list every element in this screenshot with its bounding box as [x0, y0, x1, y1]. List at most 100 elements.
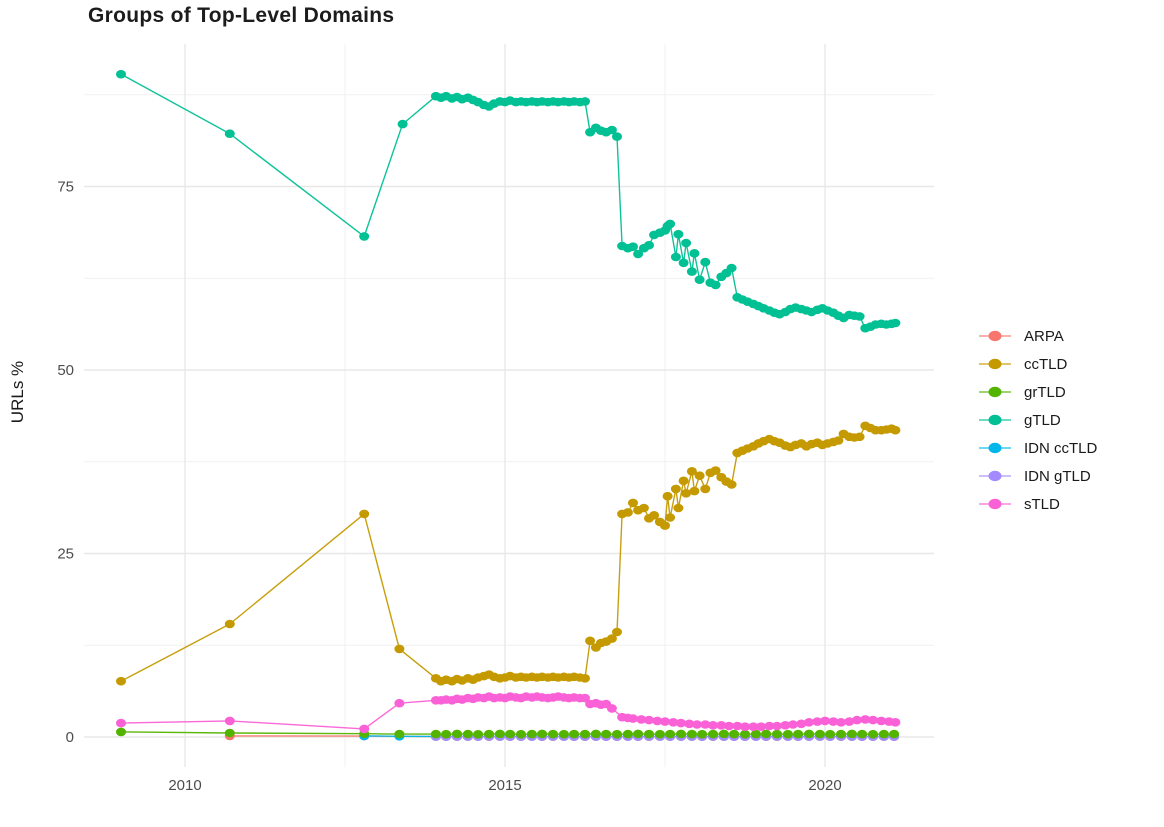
data-point — [828, 717, 839, 726]
data-point — [394, 729, 405, 739]
data-point — [484, 729, 494, 739]
data-point — [750, 729, 761, 739]
data-point — [732, 721, 743, 731]
data-point — [569, 729, 580, 739]
data-point — [868, 729, 878, 739]
data-point — [673, 503, 684, 513]
data-point — [729, 729, 740, 739]
data-point — [224, 716, 235, 726]
data-point — [601, 729, 612, 739]
data-point — [689, 486, 700, 496]
data-point — [846, 729, 857, 739]
data-point — [780, 721, 791, 730]
data-point — [359, 724, 370, 734]
data-point — [452, 729, 462, 739]
data-point — [224, 619, 235, 629]
data-point — [644, 715, 654, 725]
data-point — [804, 729, 814, 739]
data-point — [670, 484, 681, 494]
data-point — [676, 729, 686, 739]
data-point — [654, 729, 665, 739]
data-point — [692, 720, 702, 729]
data-point — [473, 730, 484, 739]
data-point — [686, 267, 697, 276]
data-point — [633, 729, 644, 739]
data-point — [622, 508, 633, 517]
data-point — [462, 729, 473, 739]
data-point — [796, 719, 807, 729]
data-point — [772, 721, 782, 731]
data-point — [224, 129, 235, 138]
data-point — [726, 263, 737, 273]
data-point — [580, 693, 590, 703]
data-point — [890, 718, 901, 727]
data-point — [606, 634, 617, 643]
data-point — [710, 280, 721, 290]
legend-key-icon — [979, 442, 1011, 454]
data-point — [716, 721, 727, 730]
data-point — [708, 721, 718, 730]
data-point — [748, 722, 759, 731]
legend-item-ARPA: ARPA — [978, 322, 1097, 350]
data-point — [224, 728, 235, 738]
data-point — [836, 729, 846, 739]
data-point — [684, 719, 695, 729]
data-point — [836, 718, 846, 727]
data-point — [628, 498, 638, 508]
data-point — [516, 729, 526, 739]
data-point — [673, 229, 684, 239]
series-line — [120, 73, 896, 329]
data-point — [890, 318, 901, 328]
data-point — [397, 119, 408, 129]
data-point — [580, 674, 590, 683]
data-point — [660, 521, 670, 530]
data-point — [708, 729, 718, 739]
data-point — [689, 249, 700, 258]
series-gTLD — [116, 69, 901, 333]
data-point — [612, 729, 622, 739]
data-point — [665, 219, 676, 229]
data-point — [726, 480, 737, 489]
data-point — [854, 312, 865, 321]
legend: ARPA ccTLD grTLD gTLD IDN ccTLD IDN gTLD sTLD — [978, 322, 1097, 518]
data-point — [756, 722, 766, 731]
legend-item-grTLD: grTLD — [978, 378, 1097, 406]
data-point — [890, 425, 901, 435]
data-point — [116, 718, 126, 728]
data-point — [804, 718, 814, 727]
legend-item-gTLD: gTLD — [978, 406, 1097, 434]
data-point — [740, 722, 750, 731]
legend-key-icon — [979, 358, 1011, 370]
data-point — [700, 720, 711, 729]
data-point — [860, 715, 871, 724]
data-point — [681, 238, 692, 248]
data-point — [359, 509, 370, 519]
data-point — [394, 698, 405, 708]
data-point — [622, 729, 633, 739]
data-point — [505, 729, 516, 739]
data-point — [668, 718, 679, 727]
data-point — [782, 729, 793, 739]
data-point — [820, 716, 830, 726]
data-point — [116, 727, 126, 737]
series-sTLD — [116, 692, 901, 734]
data-point — [825, 729, 836, 739]
data-point — [537, 729, 548, 739]
data-point — [585, 636, 596, 646]
y-tick-label: 75 — [57, 179, 74, 196]
data-point — [761, 729, 772, 739]
data-point — [878, 729, 889, 739]
y-tick-label: 25 — [57, 546, 74, 563]
data-point — [793, 729, 804, 739]
data-point — [889, 729, 900, 739]
data-point — [700, 257, 711, 267]
data-point — [686, 467, 697, 476]
x-tick-label: 2010 — [168, 777, 201, 794]
data-point — [740, 729, 750, 739]
data-point — [854, 432, 865, 442]
data-point — [662, 491, 673, 501]
series-ccTLD — [116, 421, 901, 686]
data-point — [644, 729, 654, 739]
data-point — [764, 721, 775, 731]
legend-label: sTLD — [1024, 495, 1060, 513]
